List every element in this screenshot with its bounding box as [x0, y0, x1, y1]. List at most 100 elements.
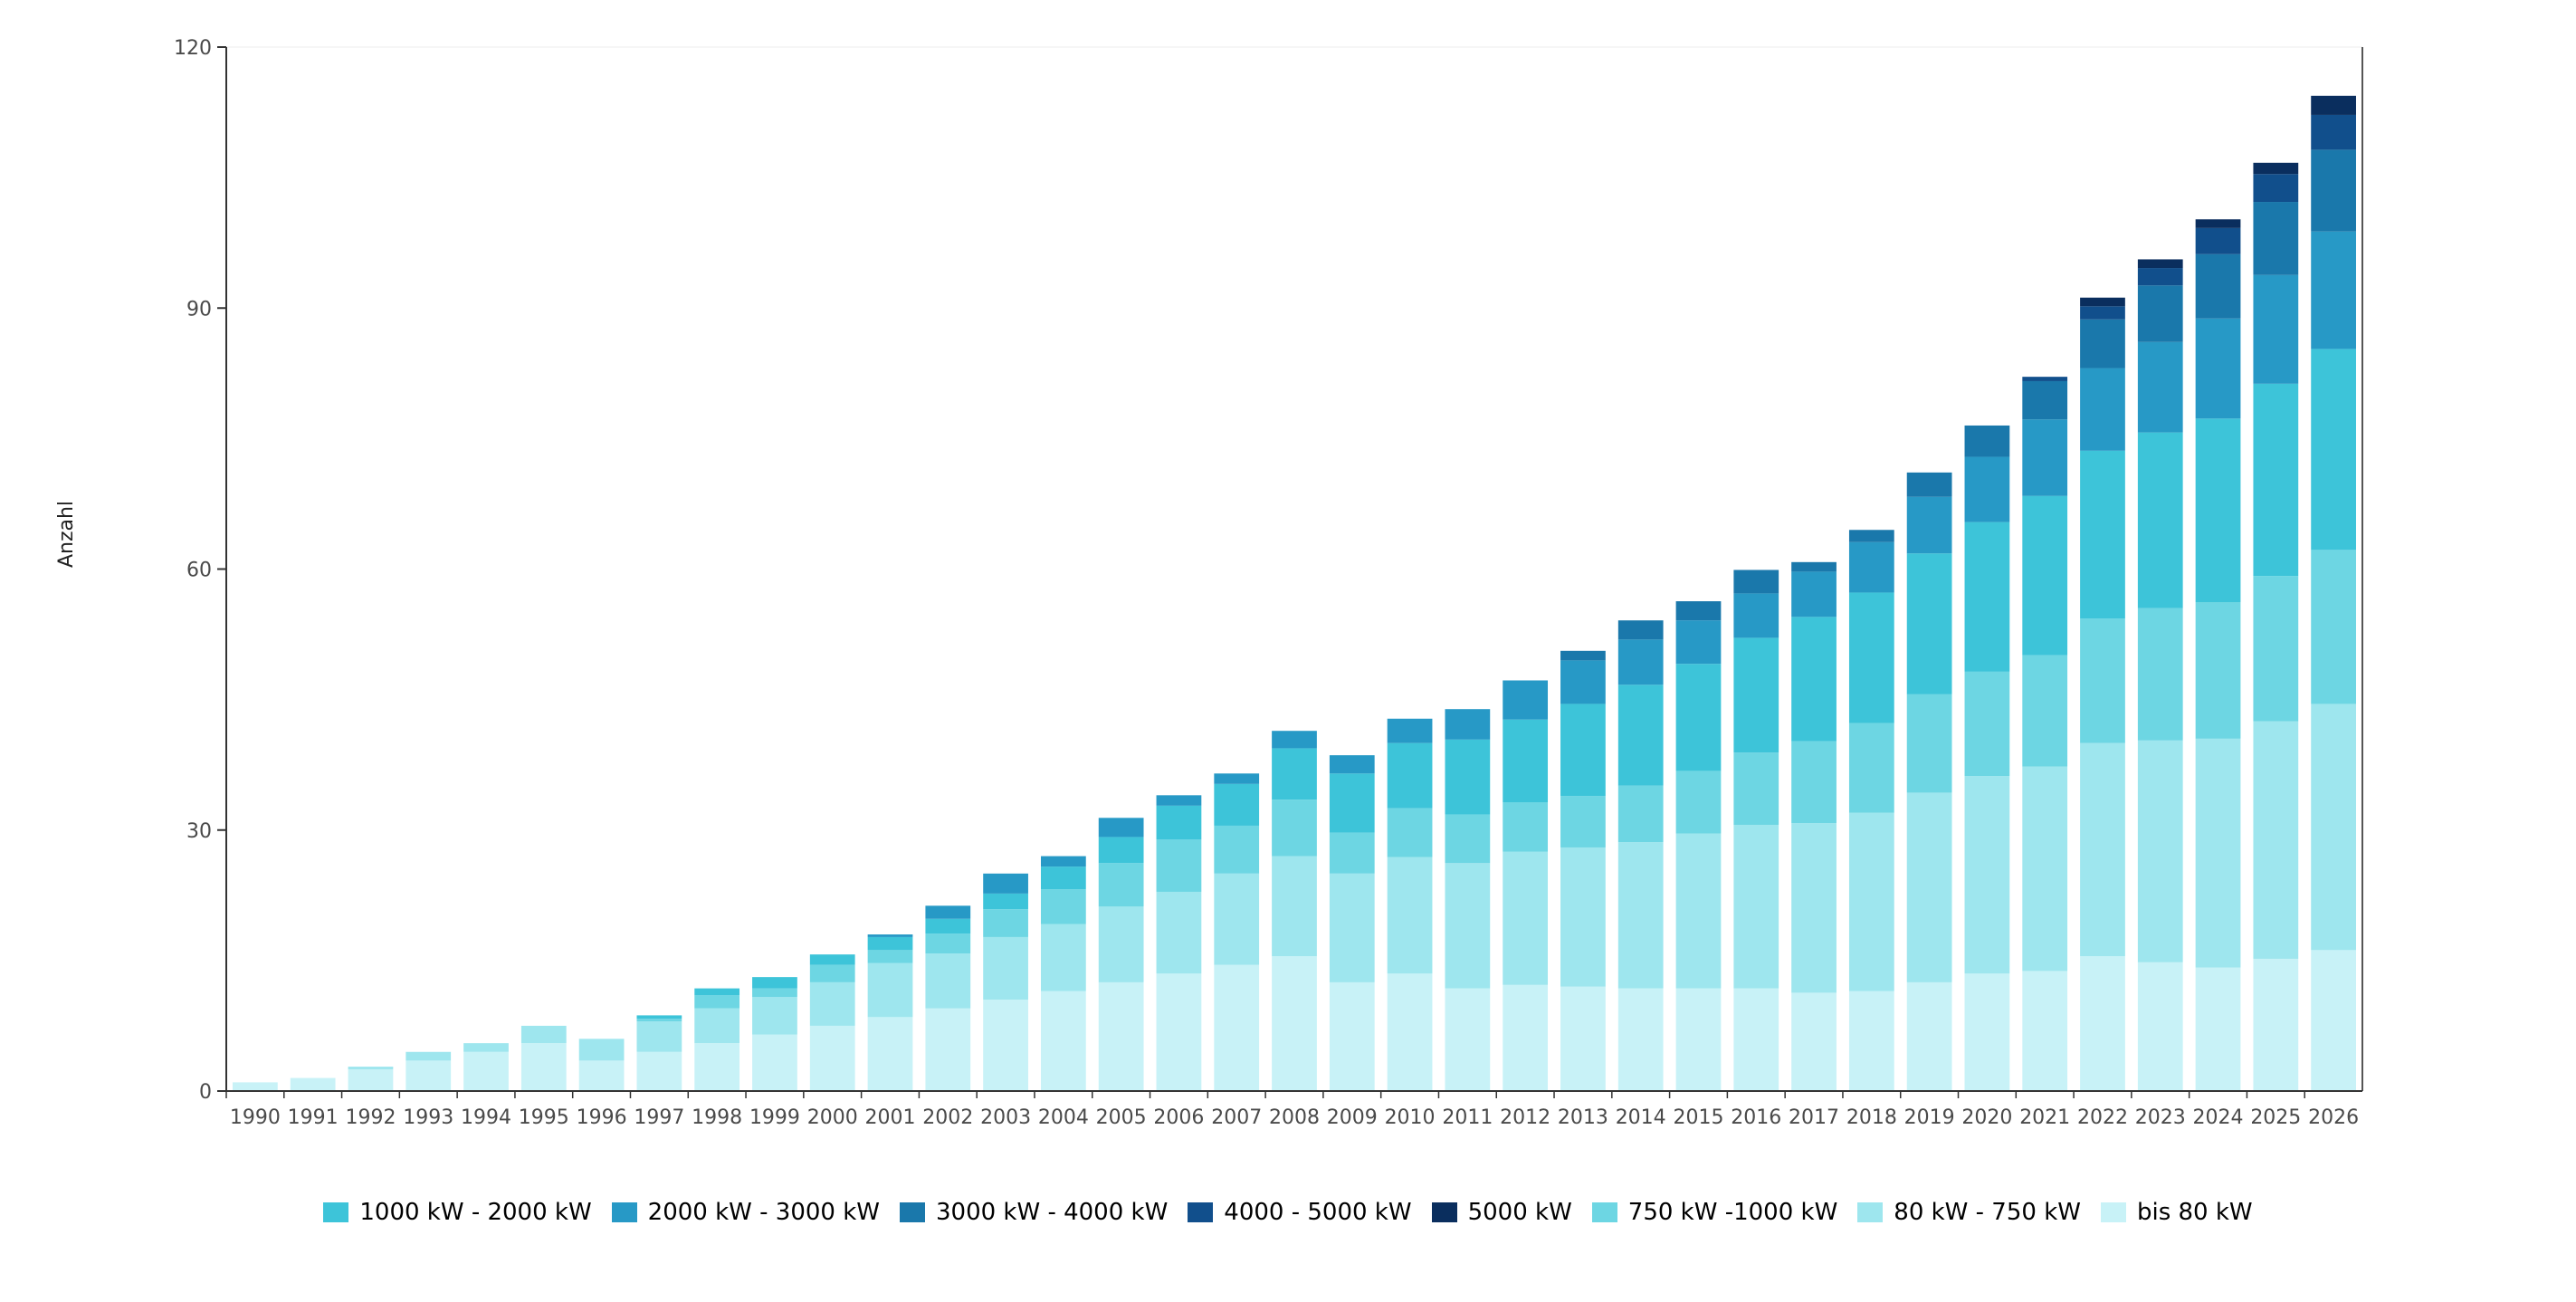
bar-segment [1156, 891, 1202, 974]
bar-segment [1387, 742, 1433, 809]
y-axis-label: Anzahl [55, 501, 78, 568]
bar-segment [867, 936, 913, 951]
bar-segment [694, 988, 740, 996]
bar-segment [1675, 620, 1722, 665]
bar-segment [925, 905, 971, 919]
bar-segment [348, 1068, 394, 1091]
bar-segment [809, 1025, 855, 1091]
bar-segment [752, 988, 797, 998]
bar-segment [2080, 450, 2125, 619]
stacked-bar-chart: 0 30 60 90 120 1990 1991 1992 1993 1994 1995 1996 19… [55, 37, 2363, 1129]
legend-item[interactable]: 4000 - 5000 kW [1188, 1199, 1412, 1226]
x-tick-label: 2009 [1327, 1106, 1378, 1129]
bar-segment [1617, 842, 1664, 989]
bar-segment [1387, 718, 1433, 743]
bar-segment [1733, 988, 1779, 1091]
bar-segment [1329, 832, 1375, 874]
bar-segment [348, 1067, 394, 1069]
bar-segment [1791, 617, 1837, 742]
bar-segment [1098, 981, 1144, 1091]
bar-segment [809, 981, 855, 1026]
legend-item[interactable]: 5000 kW [1431, 1199, 1572, 1226]
bar-segment [1906, 496, 1952, 554]
legend-swatch [1857, 1202, 1884, 1222]
bar-segment [2253, 383, 2299, 577]
x-tick-label: 2016 [1731, 1106, 1781, 1129]
x-tick-label: 2007 [1211, 1106, 1262, 1129]
bar-segment [1906, 694, 1952, 793]
bar-segment [2253, 174, 2299, 203]
bar-segment [2311, 704, 2356, 951]
bar-segment [1098, 863, 1144, 907]
bar-segment [2137, 740, 2183, 962]
bar-segment [2137, 962, 2183, 1091]
legend-label: 3000 kW - 4000 kW [935, 1199, 1169, 1226]
bar-segment [1560, 650, 1606, 661]
bar-segment [2195, 967, 2241, 1091]
bar-segment [1040, 866, 1086, 890]
bar-segment [1617, 785, 1664, 843]
bar-segment [1445, 988, 1491, 1091]
legend-swatch [1431, 1202, 1457, 1222]
bar-segment [2080, 319, 2125, 369]
bar-segment [1733, 593, 1779, 638]
y-tick-label: 60 [186, 560, 212, 582]
x-tick-label: 2000 [807, 1106, 858, 1129]
legend-item[interactable]: 2000 kW - 3000 kW [611, 1199, 880, 1226]
bar-segment [925, 1008, 971, 1091]
x-tick-label: 1991 [288, 1106, 339, 1129]
bar-segment [2195, 738, 2241, 968]
bar-segment [2022, 419, 2068, 496]
legend-item[interactable]: 80 kW - 750 kW [1857, 1199, 2081, 1226]
legend-item[interactable]: 1000 kW - 2000 kW [323, 1199, 592, 1226]
bar-segment [2137, 259, 2183, 269]
bar-segment [1272, 731, 1317, 749]
legend-label: 2000 kW - 3000 kW [647, 1199, 880, 1226]
legend-item[interactable]: 3000 kW - 4000 kW [899, 1199, 1169, 1226]
bar-segment [1445, 739, 1491, 815]
legend-label: 80 kW - 750 kW [1894, 1199, 2081, 1226]
x-tick-label: 1997 [634, 1106, 684, 1129]
y-tick-label: 30 [186, 820, 212, 843]
bar-segment [1272, 956, 1317, 1091]
bar-segment [578, 1060, 625, 1091]
bar-segment [1675, 833, 1722, 989]
bar-segment [1906, 792, 1952, 982]
bar-segment [2080, 618, 2125, 743]
bar-segment [1675, 988, 1722, 1091]
bar-segment [694, 995, 740, 1009]
bar-segment [1848, 991, 1894, 1091]
bar-segment [1329, 755, 1375, 774]
legend-item[interactable]: bis 80 kW [2100, 1199, 2253, 1226]
bar-segment [1214, 825, 1260, 874]
bar-segment [867, 1017, 913, 1091]
bar-segment [1791, 741, 1837, 824]
bar-segment [1675, 601, 1722, 621]
bar-segment [2311, 550, 2356, 704]
bar-segment [1098, 837, 1144, 864]
bar-segment [1906, 981, 1952, 1091]
legend-label: 4000 - 5000 kW [1224, 1199, 1412, 1226]
bar-segment [1617, 639, 1664, 685]
bar-segment [520, 1043, 567, 1091]
bar-segment [1387, 808, 1433, 857]
bar-segment [1791, 823, 1837, 993]
x-tick-label: 2004 [1038, 1106, 1089, 1129]
bar-segment [2137, 432, 2183, 608]
plot-area: 0 30 60 90 120 1990 1991 1992 1993 1994 1995 1996 19… [174, 37, 2363, 1129]
bar-segment [2022, 377, 2068, 381]
legend-item[interactable]: 750 kW -1000 kW [1591, 1199, 1837, 1226]
bar-segment [2022, 766, 2068, 972]
x-tick-label: 1993 [403, 1106, 453, 1129]
bar-segment [925, 933, 971, 954]
bar-segment [1560, 704, 1606, 797]
x-tick-label: 2022 [2077, 1106, 2128, 1129]
x-tick-label: 2021 [2019, 1106, 2070, 1129]
bar-segment [1040, 991, 1086, 1091]
bar-segment [2080, 368, 2125, 451]
bar-segment [1503, 680, 1549, 720]
bar-segment [1848, 723, 1894, 813]
x-tick-label: 2026 [2308, 1106, 2359, 1129]
bar-segment [925, 953, 971, 1009]
bar-segment [1156, 805, 1202, 840]
